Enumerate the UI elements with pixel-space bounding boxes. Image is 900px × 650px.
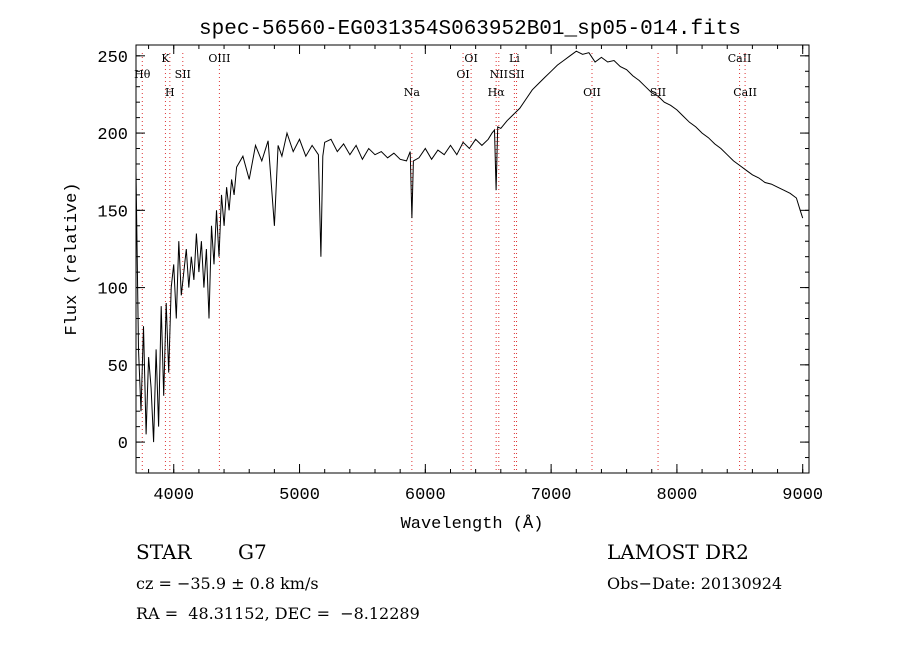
survey-label: LAMOST DR2 [607, 540, 749, 564]
y-tick-label: 100 [97, 281, 128, 300]
spectral-line-label: Na [404, 86, 421, 99]
class-label: STAR [136, 540, 192, 564]
x-tick-label: 9000 [782, 486, 823, 505]
y-tick-label: 150 [97, 203, 128, 222]
spectral-line-label: SII [650, 86, 666, 99]
subclass-label: G7 [238, 540, 267, 564]
spectral-line-label: NII [490, 68, 508, 81]
x-tick-label: 4000 [153, 486, 194, 505]
x-tick-label: 8000 [657, 486, 698, 505]
spectral-line-label: SII [175, 68, 191, 81]
y-tick-label: 0 [118, 435, 128, 454]
y-tick-label: 200 [97, 126, 128, 145]
spectral-line-label: CaII [728, 52, 752, 65]
y-tick-label: 50 [108, 358, 128, 377]
redshift-label: cz = −35.9 ± 0.8 km/s [136, 574, 319, 593]
spectral-line-label: Hθ [134, 68, 151, 81]
y-tick-label: 250 [97, 49, 128, 68]
spectral-line-label: K [161, 52, 170, 65]
y-axis-label: Flux (relative) [63, 182, 82, 335]
spectral-line-label: Hα [488, 86, 506, 99]
spectrum-series-line [135, 50, 804, 443]
spectral-line-label: OII [583, 86, 601, 99]
ra-dec-label: RA = 48.31152, DEC = −8.12289 [136, 604, 420, 623]
x-tick-label: 7000 [531, 486, 572, 505]
spectral-line-label: OIII [208, 52, 230, 65]
spectral-line-label: CaII [733, 86, 757, 99]
x-axis-label: Wavelength (Å) [401, 515, 544, 534]
x-tick-label: 6000 [405, 486, 446, 505]
spectral-line-label: SII [508, 68, 524, 81]
spectral-line-label: H [165, 86, 175, 99]
axis-ticks: 4000 5000 6000 7000 8000 9000 0 50 100 150 200 250 [97, 45, 823, 505]
obs-date-label: Obs−Date: 20130924 [607, 574, 783, 593]
spectral-line-label: OI [464, 52, 477, 65]
x-tick-label: 5000 [279, 486, 320, 505]
spectral-line-label: Li [509, 52, 520, 65]
spectral-line-label: OI [456, 68, 469, 81]
chart-title: spec-56560-EG031354S063952B01_sp05-014.f… [199, 18, 741, 41]
plot-frame [135, 44, 810, 474]
